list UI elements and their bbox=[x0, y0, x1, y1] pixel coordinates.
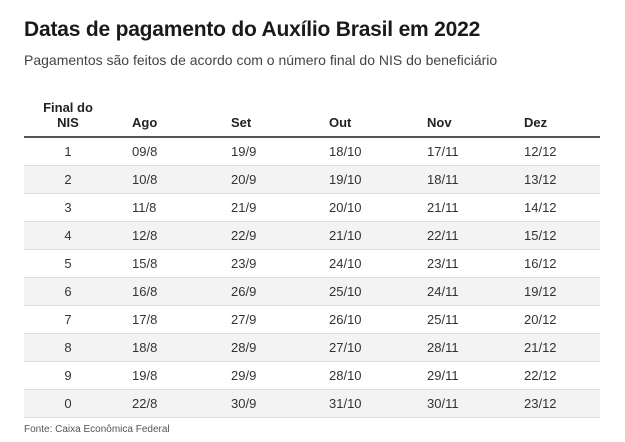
table-row: 9 19/8 29/9 28/10 29/11 22/12 bbox=[24, 362, 600, 390]
table-row: 8 18/8 28/9 27/10 28/11 21/12 bbox=[24, 334, 600, 362]
date-cell: 22/12 bbox=[524, 368, 557, 383]
date-cell: 28/11 bbox=[427, 340, 459, 355]
nis-cell: 4 bbox=[64, 228, 72, 243]
nis-cell: 7 bbox=[64, 312, 72, 327]
date-cell: 16/12 bbox=[524, 256, 557, 271]
nis-cell: 3 bbox=[64, 200, 72, 215]
date-cell: 18/10 bbox=[329, 144, 362, 159]
nis-cell: 1 bbox=[64, 144, 72, 159]
date-cell: 30/9 bbox=[231, 396, 257, 411]
date-cell: 18/11 bbox=[427, 172, 459, 187]
payment-table: Final do NIS Ago Set Out Nov Dez 1 09/8 19… bbox=[24, 96, 600, 418]
table-row: 2 10/8 20/9 19/10 18/11 13/12 bbox=[24, 166, 600, 194]
table-row: 3 11/8 21/9 20/10 21/11 14/12 bbox=[24, 194, 600, 222]
date-cell: 19/9 bbox=[231, 144, 257, 159]
date-cell: 22/8 bbox=[132, 396, 158, 411]
date-cell: 27/10 bbox=[329, 340, 362, 355]
date-cell: 09/8 bbox=[132, 144, 158, 159]
date-cell: 24/10 bbox=[329, 256, 362, 271]
date-cell: 29/11 bbox=[427, 368, 459, 383]
date-cell: 31/10 bbox=[329, 396, 362, 411]
date-cell: 17/8 bbox=[132, 312, 158, 327]
date-cell: 26/10 bbox=[329, 312, 362, 327]
table-row: 1 09/8 19/9 18/10 17/11 12/12 bbox=[24, 138, 600, 166]
header-out: Out bbox=[329, 115, 352, 130]
nis-cell: 5 bbox=[64, 256, 72, 271]
date-cell: 23/12 bbox=[524, 396, 557, 411]
date-cell: 28/9 bbox=[231, 340, 257, 355]
table-row: 7 17/8 27/9 26/10 25/11 20/12 bbox=[24, 306, 600, 334]
date-cell: 25/10 bbox=[329, 284, 362, 299]
nis-cell: 8 bbox=[64, 340, 72, 355]
date-cell: 19/10 bbox=[329, 172, 362, 187]
date-cell: 23/11 bbox=[427, 256, 459, 271]
date-cell: 24/11 bbox=[427, 284, 459, 299]
table-row: 6 16/8 26/9 25/10 24/11 19/12 bbox=[24, 278, 600, 306]
date-cell: 10/8 bbox=[132, 172, 158, 187]
date-cell: 21/9 bbox=[231, 200, 257, 215]
date-cell: 19/8 bbox=[132, 368, 158, 383]
table-header: Final do NIS Ago Set Out Nov Dez bbox=[24, 96, 600, 138]
date-cell: 13/12 bbox=[524, 172, 557, 187]
page-subtitle: Pagamentos são feitos de acordo com o nú… bbox=[24, 52, 498, 68]
date-cell: 15/12 bbox=[524, 228, 557, 243]
table-row: 5 15/8 23/9 24/10 23/11 16/12 bbox=[24, 250, 600, 278]
table-row: 4 12/8 22/9 21/10 22/11 15/12 bbox=[24, 222, 600, 250]
date-cell: 29/9 bbox=[231, 368, 257, 383]
header-ago: Ago bbox=[132, 115, 158, 130]
header-final-nis: Final do NIS bbox=[43, 100, 93, 130]
nis-cell: 6 bbox=[64, 284, 72, 299]
date-cell: 15/8 bbox=[132, 256, 158, 271]
nis-cell: 0 bbox=[64, 396, 72, 411]
date-cell: 25/11 bbox=[427, 312, 459, 327]
date-cell: 27/9 bbox=[231, 312, 257, 327]
nis-cell: 9 bbox=[64, 368, 72, 383]
date-cell: 20/12 bbox=[524, 312, 557, 327]
header-dez: Dez bbox=[524, 115, 548, 130]
header-set: Set bbox=[231, 115, 252, 130]
date-cell: 30/11 bbox=[427, 396, 459, 411]
date-cell: 12/12 bbox=[524, 144, 557, 159]
date-cell: 11/8 bbox=[132, 200, 157, 215]
date-cell: 23/9 bbox=[231, 256, 257, 271]
date-cell: 12/8 bbox=[132, 228, 158, 243]
date-cell: 20/10 bbox=[329, 200, 362, 215]
page-title: Datas de pagamento do Auxílio Brasil em … bbox=[24, 18, 481, 41]
date-cell: 21/12 bbox=[524, 340, 557, 355]
table-body: 1 09/8 19/9 18/10 17/11 12/12 2 10/8 20/9 19/10 18… bbox=[24, 138, 600, 418]
table-row: 0 22/8 30/9 31/10 30/11 23/12 bbox=[24, 390, 600, 418]
date-cell: 28/10 bbox=[329, 368, 362, 383]
nis-cell: 2 bbox=[64, 172, 72, 187]
source-note: Fonte: Caixa Econômica Federal bbox=[24, 424, 170, 435]
date-cell: 26/9 bbox=[231, 284, 257, 299]
date-cell: 21/11 bbox=[427, 200, 459, 215]
date-cell: 21/10 bbox=[329, 228, 362, 243]
date-cell: 20/9 bbox=[231, 172, 257, 187]
date-cell: 18/8 bbox=[132, 340, 158, 355]
date-cell: 16/8 bbox=[132, 284, 158, 299]
date-cell: 19/12 bbox=[524, 284, 557, 299]
date-cell: 22/9 bbox=[231, 228, 257, 243]
header-nov: Nov bbox=[427, 115, 452, 130]
date-cell: 22/11 bbox=[427, 228, 459, 243]
date-cell: 14/12 bbox=[524, 200, 557, 215]
date-cell: 17/11 bbox=[427, 144, 459, 159]
